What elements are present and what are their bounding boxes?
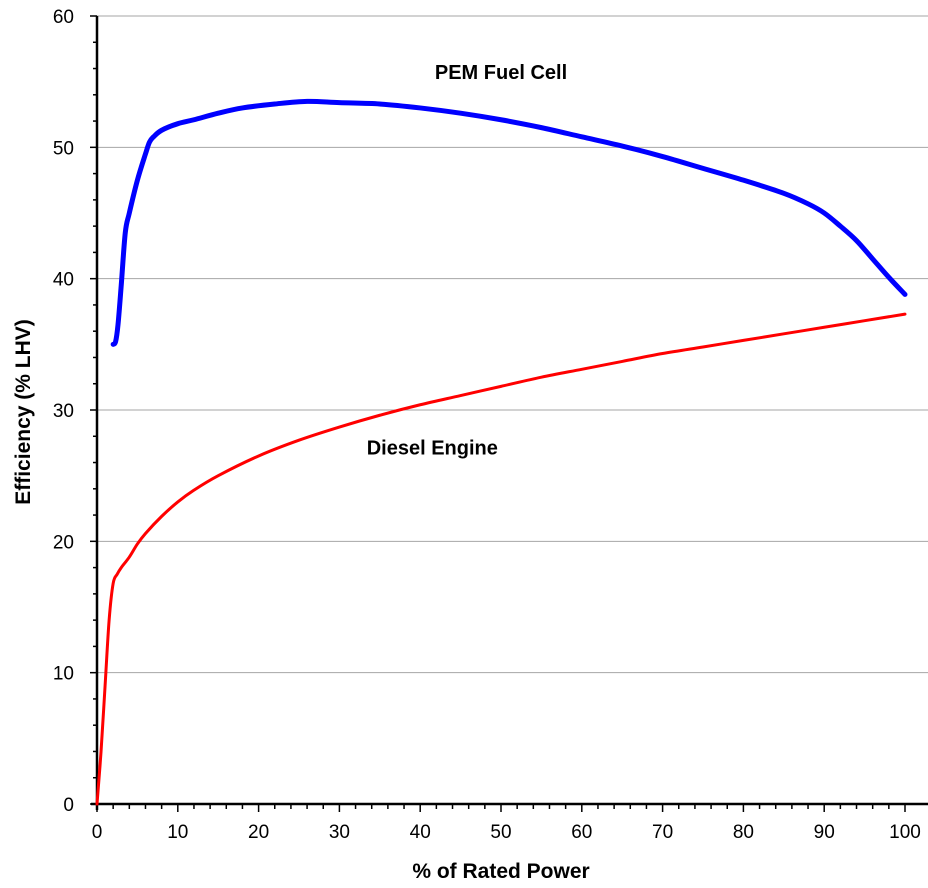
x-tick-label-10: 10: [167, 822, 188, 843]
x-tick-label-0: 0: [92, 822, 103, 843]
ticks: 0 10 20 30 40 50 60 0 10 20 30 40 50 60 70 80 90 100: [53, 7, 921, 843]
series-line-diesel-engine: [95, 312, 907, 806]
x-tick-label-70: 70: [652, 822, 673, 843]
y-tick-label-10: 10: [53, 664, 74, 685]
y-tick-label-50: 50: [53, 138, 74, 159]
x-tick-label-60: 60: [571, 822, 592, 843]
x-axis-title: % of Rated Power: [412, 860, 589, 883]
series-layer: [95, 98, 908, 806]
x-tick-label-80: 80: [733, 822, 754, 843]
y-tick-label-30: 30: [53, 401, 74, 422]
x-tick-label-90: 90: [814, 822, 835, 843]
grid-lines: [97, 15, 928, 674]
y-tick-label-0: 0: [63, 795, 74, 816]
y-tick-label-60: 60: [53, 7, 74, 28]
y-tick-label-40: 40: [53, 270, 74, 291]
annotation-layer: PEM Fuel Cell Diesel Engine: [367, 62, 567, 460]
x-tick-label-40: 40: [410, 822, 431, 843]
series-label-pem-fuel-cell: PEM Fuel Cell: [435, 62, 567, 84]
x-tick-label-20: 20: [248, 822, 269, 843]
y-tick-label-20: 20: [53, 532, 74, 553]
x-tick-label-30: 30: [329, 822, 350, 843]
axes: [91, 16, 928, 810]
series-label-diesel-engine: Diesel Engine: [367, 438, 498, 460]
x-tick-label-100: 100: [889, 822, 921, 843]
x-tick-label-50: 50: [490, 822, 511, 843]
series-line-pem-fuel-cell: [110, 98, 908, 347]
y-axis-title: Efficiency (% LHV): [12, 319, 35, 505]
